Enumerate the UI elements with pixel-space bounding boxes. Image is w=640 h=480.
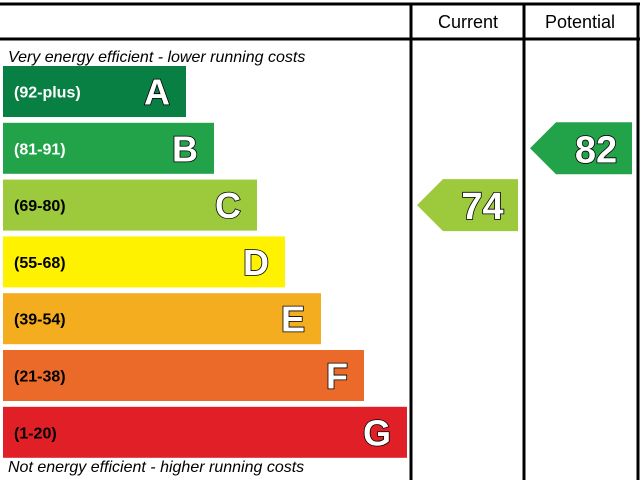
current-rating-arrow-value: 74 — [461, 186, 503, 228]
band-d-letter-label: D — [243, 242, 269, 283]
band-a-letter-label: A — [144, 72, 170, 113]
band-d-bar — [3, 236, 285, 288]
band-g-range-label: (1-20) — [14, 425, 57, 442]
band-d-range-label: (55-68) — [14, 255, 66, 272]
current-column-header: Current — [438, 12, 498, 32]
rating-bands: (92-plus) A (81-91) B (69-80) C (55-68) D (39-54… — [3, 66, 407, 458]
potential-rating-arrow-value: 82 — [575, 129, 617, 171]
band-b: (81-91) B — [3, 122, 214, 174]
band-b-range-label: (81-91) — [14, 141, 66, 158]
band-b-letter-label: B — [172, 128, 198, 169]
band-e-bar — [3, 293, 321, 345]
band-e-letter-label: E — [281, 299, 305, 340]
potential-column-header: Potential — [545, 12, 615, 32]
band-g: (1-20) G — [3, 406, 407, 458]
band-b-bar — [3, 122, 214, 174]
band-f: (21-38) F — [3, 350, 364, 401]
top-caption: Very energy efficient - lower running co… — [8, 49, 305, 66]
band-f-letter-label: F — [326, 356, 348, 397]
band-a-bar — [3, 66, 186, 117]
band-c-range-label: (69-80) — [14, 198, 66, 215]
band-a-range-label: (92-plus) — [14, 85, 81, 102]
score-arrows: 74 82 — [417, 122, 632, 232]
band-e-range-label: (39-54) — [14, 312, 66, 329]
band-g-letter-label: G — [363, 412, 391, 453]
band-c-letter-label: C — [215, 185, 241, 226]
band-a: (92-plus) A — [3, 66, 186, 117]
band-e: (39-54) E — [3, 293, 321, 345]
potential-rating-arrow-shape — [530, 122, 632, 175]
potential-rating-arrow: 82 — [530, 122, 632, 175]
current-rating-arrow-shape — [417, 179, 518, 232]
band-f-bar — [3, 350, 364, 401]
band-g-bar — [3, 406, 407, 458]
band-f-range-label: (21-38) — [14, 369, 66, 386]
band-c: (69-80) C — [3, 179, 257, 231]
band-d: (55-68) D — [3, 236, 285, 288]
bottom-caption: Not energy efficient - higher running co… — [8, 459, 304, 476]
band-c-bar — [3, 179, 257, 231]
current-rating-arrow: 74 — [417, 179, 518, 232]
